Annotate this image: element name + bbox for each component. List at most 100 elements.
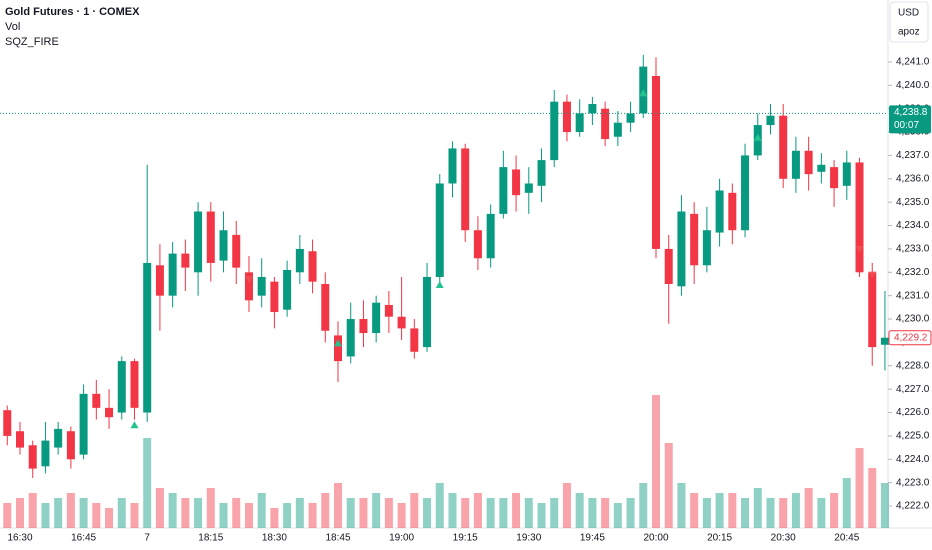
x-tick-label: 18:45 bbox=[325, 533, 350, 544]
y-tick-label: 4,227.0 bbox=[896, 384, 930, 395]
candle-body bbox=[435, 183, 444, 277]
candle-body bbox=[3, 410, 12, 436]
volume-bar bbox=[16, 498, 24, 528]
x-tick-label: 19:15 bbox=[453, 533, 478, 544]
candle-body bbox=[652, 75, 660, 249]
candle-body bbox=[766, 115, 775, 126]
candle-body bbox=[334, 335, 342, 362]
candle-body bbox=[410, 328, 419, 352]
volume-bar bbox=[753, 488, 762, 528]
candle-body bbox=[92, 393, 101, 408]
candle-body bbox=[855, 162, 864, 273]
candle-body bbox=[880, 337, 889, 345]
candle-body bbox=[54, 428, 63, 448]
x-tick-label: 7 bbox=[144, 533, 150, 544]
y-tick-label: 4,240.0 bbox=[896, 80, 930, 91]
candle-body bbox=[295, 248, 304, 273]
candle-body bbox=[779, 115, 788, 179]
volume-bar bbox=[728, 493, 737, 528]
volume-bar bbox=[92, 503, 101, 528]
volume-bar bbox=[168, 493, 177, 528]
candle-body bbox=[105, 407, 114, 418]
volume-bar bbox=[423, 498, 432, 528]
candle-body bbox=[830, 167, 839, 189]
volume-bar bbox=[715, 493, 724, 528]
volume-bar bbox=[346, 498, 355, 528]
volume-bar bbox=[117, 498, 126, 528]
x-tick-label: 20:45 bbox=[834, 533, 859, 544]
candle-body bbox=[283, 269, 292, 310]
y-tick-label: 4,232.0 bbox=[896, 267, 930, 278]
volume-bar bbox=[41, 503, 50, 528]
candle-body bbox=[143, 262, 152, 413]
signal-up bbox=[639, 89, 648, 97]
volume-bar bbox=[562, 483, 571, 528]
signal-down bbox=[868, 271, 877, 279]
x-tick-label: 19:00 bbox=[389, 533, 414, 544]
volume-bar bbox=[206, 488, 215, 528]
candle-body bbox=[473, 230, 482, 259]
scale-label[interactable]: apoz bbox=[898, 27, 920, 38]
candle-body bbox=[423, 276, 432, 348]
candle-body bbox=[168, 253, 177, 296]
candle-body bbox=[66, 431, 75, 460]
y-tick-label: 4,224.0 bbox=[896, 454, 930, 465]
volume-bar bbox=[105, 508, 114, 528]
candle-body bbox=[41, 440, 50, 467]
volume-bar bbox=[232, 498, 241, 528]
volume-bar bbox=[741, 498, 750, 528]
candle-body bbox=[117, 361, 126, 413]
volume-bar bbox=[155, 488, 164, 528]
volume-bar bbox=[690, 493, 699, 528]
signal-down bbox=[855, 245, 864, 253]
candle-body bbox=[715, 190, 724, 233]
candle-body bbox=[359, 319, 368, 334]
y-tick-label: 4,234.0 bbox=[896, 220, 930, 231]
scale-box[interactable] bbox=[889, 1, 929, 43]
volume-bar bbox=[66, 493, 75, 528]
signal-up bbox=[435, 280, 444, 288]
y-tick-label: 4,233.0 bbox=[896, 244, 930, 255]
volume-bar bbox=[397, 503, 406, 528]
volume-bar bbox=[804, 488, 813, 528]
volume-bar bbox=[868, 468, 877, 528]
currency-label[interactable]: USD bbox=[898, 8, 919, 19]
signal-up bbox=[334, 339, 342, 347]
candle-body bbox=[397, 316, 406, 329]
volume-bar bbox=[54, 498, 63, 528]
volume-bar bbox=[601, 498, 610, 528]
volume-bar bbox=[295, 498, 304, 528]
x-tick-label: 19:30 bbox=[516, 533, 541, 544]
candle-body bbox=[677, 211, 686, 287]
last-price-label: 4,238.8 bbox=[894, 107, 928, 118]
candle-body bbox=[524, 183, 533, 193]
x-tick-label: 20:30 bbox=[771, 533, 796, 544]
x-tick-label: 20:15 bbox=[707, 533, 732, 544]
candle-body bbox=[346, 319, 355, 357]
volume-bar bbox=[817, 498, 826, 528]
volume-bar bbox=[791, 493, 800, 528]
chart-title: Gold Futures · 1 · COMEX bbox=[5, 6, 140, 18]
candle-body bbox=[181, 253, 190, 268]
candle-body bbox=[868, 272, 877, 348]
candle-body bbox=[16, 431, 24, 448]
candle-body bbox=[702, 230, 711, 266]
y-tick-label: 4,225.0 bbox=[896, 431, 930, 442]
volume-bar bbox=[702, 498, 711, 528]
candle-body bbox=[155, 265, 164, 296]
volume-bar bbox=[448, 493, 457, 528]
y-tick-label: 4,230.0 bbox=[896, 314, 930, 325]
candle-body bbox=[384, 305, 393, 317]
volume-bar bbox=[830, 493, 839, 528]
y-tick-label: 4,236.0 bbox=[896, 173, 930, 184]
candle-body bbox=[804, 150, 813, 175]
candle-body bbox=[728, 192, 737, 231]
volume-bar bbox=[384, 498, 393, 528]
x-tick-label: 16:45 bbox=[71, 533, 96, 544]
volume-bar bbox=[244, 503, 253, 528]
volume-bar bbox=[372, 493, 381, 528]
candle-body bbox=[461, 148, 470, 231]
candle-body bbox=[244, 272, 253, 301]
volume-bar bbox=[219, 503, 228, 528]
